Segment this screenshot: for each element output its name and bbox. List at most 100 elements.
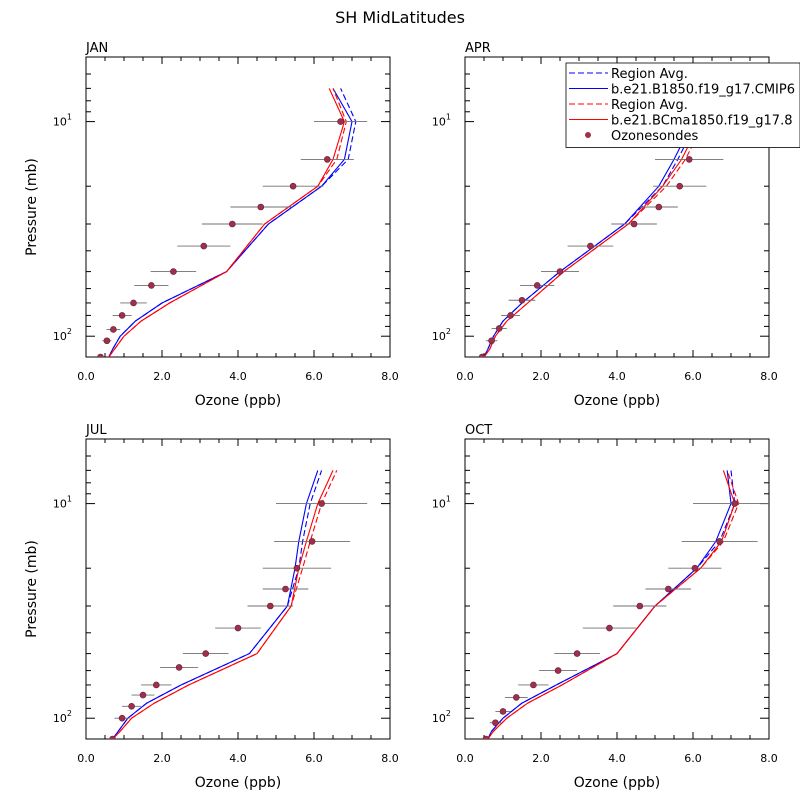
series-line-1 bbox=[487, 470, 732, 739]
x-axis-label: Ozone (ppb) bbox=[574, 775, 660, 791]
x-tick-label: 8.0 bbox=[760, 370, 778, 383]
ozonesonde-point bbox=[153, 681, 160, 689]
ozonesonde-point bbox=[148, 282, 155, 289]
ozonesonde-point bbox=[492, 719, 499, 727]
ozonesonde-point bbox=[118, 714, 126, 722]
legend-label: Region Avg. bbox=[611, 98, 688, 113]
ozonesonde-point bbox=[691, 564, 699, 572]
x-tick-label: 6.0 bbox=[305, 370, 323, 383]
ozonesonde-point bbox=[488, 337, 495, 345]
ozonesonde-point bbox=[636, 602, 644, 610]
y-tick-label: 102 bbox=[432, 327, 451, 343]
x-tick-label: 4.0 bbox=[229, 370, 247, 383]
legend-marker bbox=[585, 132, 591, 138]
legend-label: b.e21.B1850.f19_g17.CMIP6 bbox=[611, 83, 795, 98]
panel-title: OCT bbox=[465, 423, 492, 438]
series-line-0 bbox=[112, 470, 323, 739]
panel-title: JAN bbox=[85, 41, 108, 56]
figure-title: SH MidLatitudes bbox=[335, 8, 465, 27]
x-tick-label: 6.0 bbox=[305, 752, 323, 765]
ozonesonde-point bbox=[482, 735, 490, 739]
series-line-3 bbox=[112, 470, 334, 739]
y-axis-label: Pressure (mb) bbox=[24, 158, 40, 256]
x-tick-label: 4.0 bbox=[608, 370, 626, 383]
ozonesonde-point bbox=[685, 156, 693, 163]
panel-oct: OCT 0.0 2.0 4.0 6.0 8.0 101 102 Ozone (ppb) bbox=[432, 423, 778, 791]
series-line-1 bbox=[112, 470, 319, 739]
ozonesonde-point bbox=[103, 337, 111, 345]
x-tick-label: 6.0 bbox=[684, 370, 702, 383]
x-tick-label: 2.0 bbox=[532, 370, 550, 383]
ozonesonde-point bbox=[170, 268, 177, 275]
ozonesonde-point bbox=[282, 585, 289, 593]
y-axis-label: Pressure (mb) bbox=[24, 540, 40, 638]
ozonesonde-point bbox=[234, 624, 242, 632]
series-line-0 bbox=[487, 470, 736, 739]
ozonesonde-point bbox=[318, 500, 325, 507]
ozonesonde-point bbox=[587, 242, 594, 250]
legend-entry: b.e21.B1850.f19_g17.CMIP6 bbox=[569, 83, 795, 98]
y-tick-label: 101 bbox=[432, 495, 451, 511]
legend-box bbox=[565, 62, 800, 148]
x-tick-label: 6.0 bbox=[684, 752, 702, 765]
ozonesonde-point bbox=[655, 203, 663, 211]
y-tick-label: 102 bbox=[53, 327, 72, 343]
x-axis-label: Ozone (ppb) bbox=[195, 393, 281, 409]
panel-jul: JUL 0.0 2.0 4.0 6.0 8.0 101 102 Ozone (ppb) Press… bbox=[24, 423, 399, 791]
y-tick-label: 101 bbox=[53, 113, 72, 129]
ozonesonde-point bbox=[109, 735, 116, 739]
ozonesonde-point bbox=[200, 242, 208, 250]
ozonesonde-point bbox=[175, 664, 183, 671]
x-tick-label: 0.0 bbox=[456, 752, 474, 765]
x-tick-label: 4.0 bbox=[229, 752, 247, 765]
ozonesonde-point bbox=[676, 182, 684, 190]
x-tick-label: 2.0 bbox=[532, 752, 550, 765]
ozonesonde-point bbox=[478, 353, 486, 357]
ozonesonde-point bbox=[110, 326, 117, 333]
plot-frame bbox=[464, 438, 770, 740]
x-tick-label: 2.0 bbox=[153, 752, 171, 765]
ozonesonde-point bbox=[495, 325, 503, 332]
ozonesonde-point bbox=[554, 667, 562, 674]
x-tick-label: 8.0 bbox=[381, 370, 399, 383]
series-line-2 bbox=[108, 88, 347, 357]
legend-entry: Ozonesondes bbox=[585, 129, 698, 144]
legend-label: Region Avg. bbox=[611, 67, 688, 82]
ozonesonde-point bbox=[289, 182, 297, 190]
plot-area bbox=[97, 88, 368, 357]
ozonesonde-point bbox=[518, 296, 526, 304]
ozonesonde-point bbox=[512, 694, 520, 701]
ozonesonde-point bbox=[664, 585, 672, 593]
legend-entry: Region Avg. bbox=[569, 98, 688, 113]
panel-jan: JAN 0.0 2.0 4.0 6.0 8.0 101 102 Ozone (ppb) Press… bbox=[24, 41, 399, 409]
legend-entry: b.e21.BCma1850.f19_g17.8 bbox=[569, 114, 793, 129]
ozonesonde-point bbox=[97, 353, 104, 357]
ozonesonde-point bbox=[606, 624, 613, 632]
ozonesonde-point bbox=[128, 702, 135, 710]
ozonesonde-point bbox=[337, 118, 344, 125]
y-tick-label: 102 bbox=[53, 709, 72, 725]
x-axis-label: Ozone (ppb) bbox=[195, 775, 281, 791]
series-line-3 bbox=[487, 470, 736, 739]
y-tick-label: 101 bbox=[432, 113, 451, 129]
x-tick-label: 0.0 bbox=[77, 752, 95, 765]
y-tick-label: 102 bbox=[432, 709, 451, 725]
series-line-2 bbox=[487, 470, 740, 739]
panels: JAN 0.0 2.0 4.0 6.0 8.0 101 102 Ozone (ppb) Press… bbox=[24, 41, 778, 791]
x-tick-label: 0.0 bbox=[456, 370, 474, 383]
ozonesonde-point bbox=[308, 538, 316, 545]
x-axis-label: Ozone (ppb) bbox=[574, 393, 660, 409]
ozonesonde-point bbox=[530, 681, 537, 689]
legend: Region Avg.b.e21.B1850.f19_g17.CMIP6Regi… bbox=[565, 62, 800, 148]
ozonesonde-point bbox=[293, 564, 301, 572]
ozonesonde-point bbox=[573, 650, 581, 657]
plot-frame bbox=[85, 438, 391, 740]
y-tick-label: 101 bbox=[53, 495, 72, 511]
ozonesonde-point bbox=[266, 602, 274, 610]
ozonesonde-point bbox=[499, 708, 507, 715]
legend-label: b.e21.BCma1850.f19_g17.8 bbox=[611, 114, 793, 129]
series-line-2 bbox=[112, 470, 338, 739]
x-tick-label: 0.0 bbox=[77, 370, 95, 383]
ozonesonde-point bbox=[556, 268, 564, 275]
